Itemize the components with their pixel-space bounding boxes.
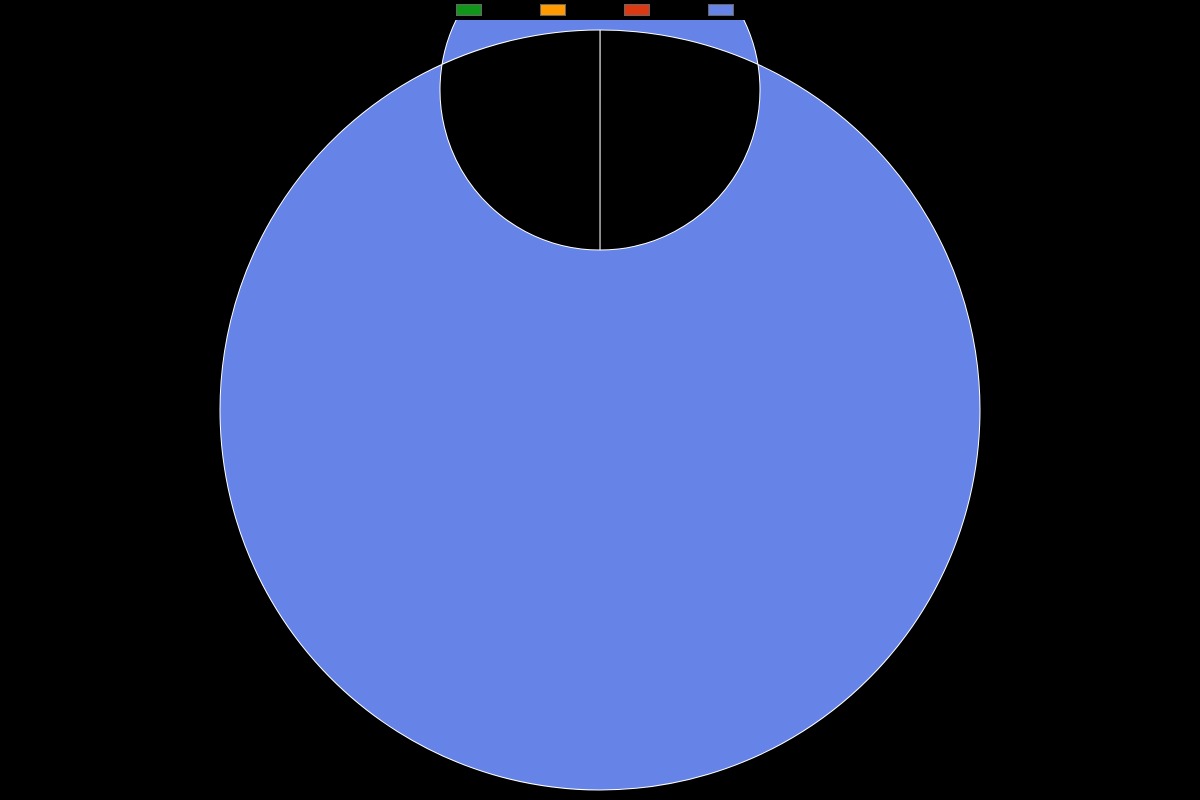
- legend-swatch-icon: [624, 4, 650, 16]
- legend-item[interactable]: [708, 4, 744, 16]
- legend-swatch-icon: [540, 4, 566, 16]
- legend-item[interactable]: [456, 4, 492, 16]
- legend-item[interactable]: [624, 4, 660, 16]
- legend-swatch-icon: [456, 4, 482, 16]
- legend-swatch-icon: [708, 4, 734, 16]
- donut-chart: [0, 20, 1200, 800]
- legend-item[interactable]: [540, 4, 576, 16]
- legend: [0, 4, 1200, 16]
- chart-container: [0, 0, 1200, 800]
- donut-slices[interactable]: [220, 20, 980, 790]
- donut-svg: [0, 20, 1200, 800]
